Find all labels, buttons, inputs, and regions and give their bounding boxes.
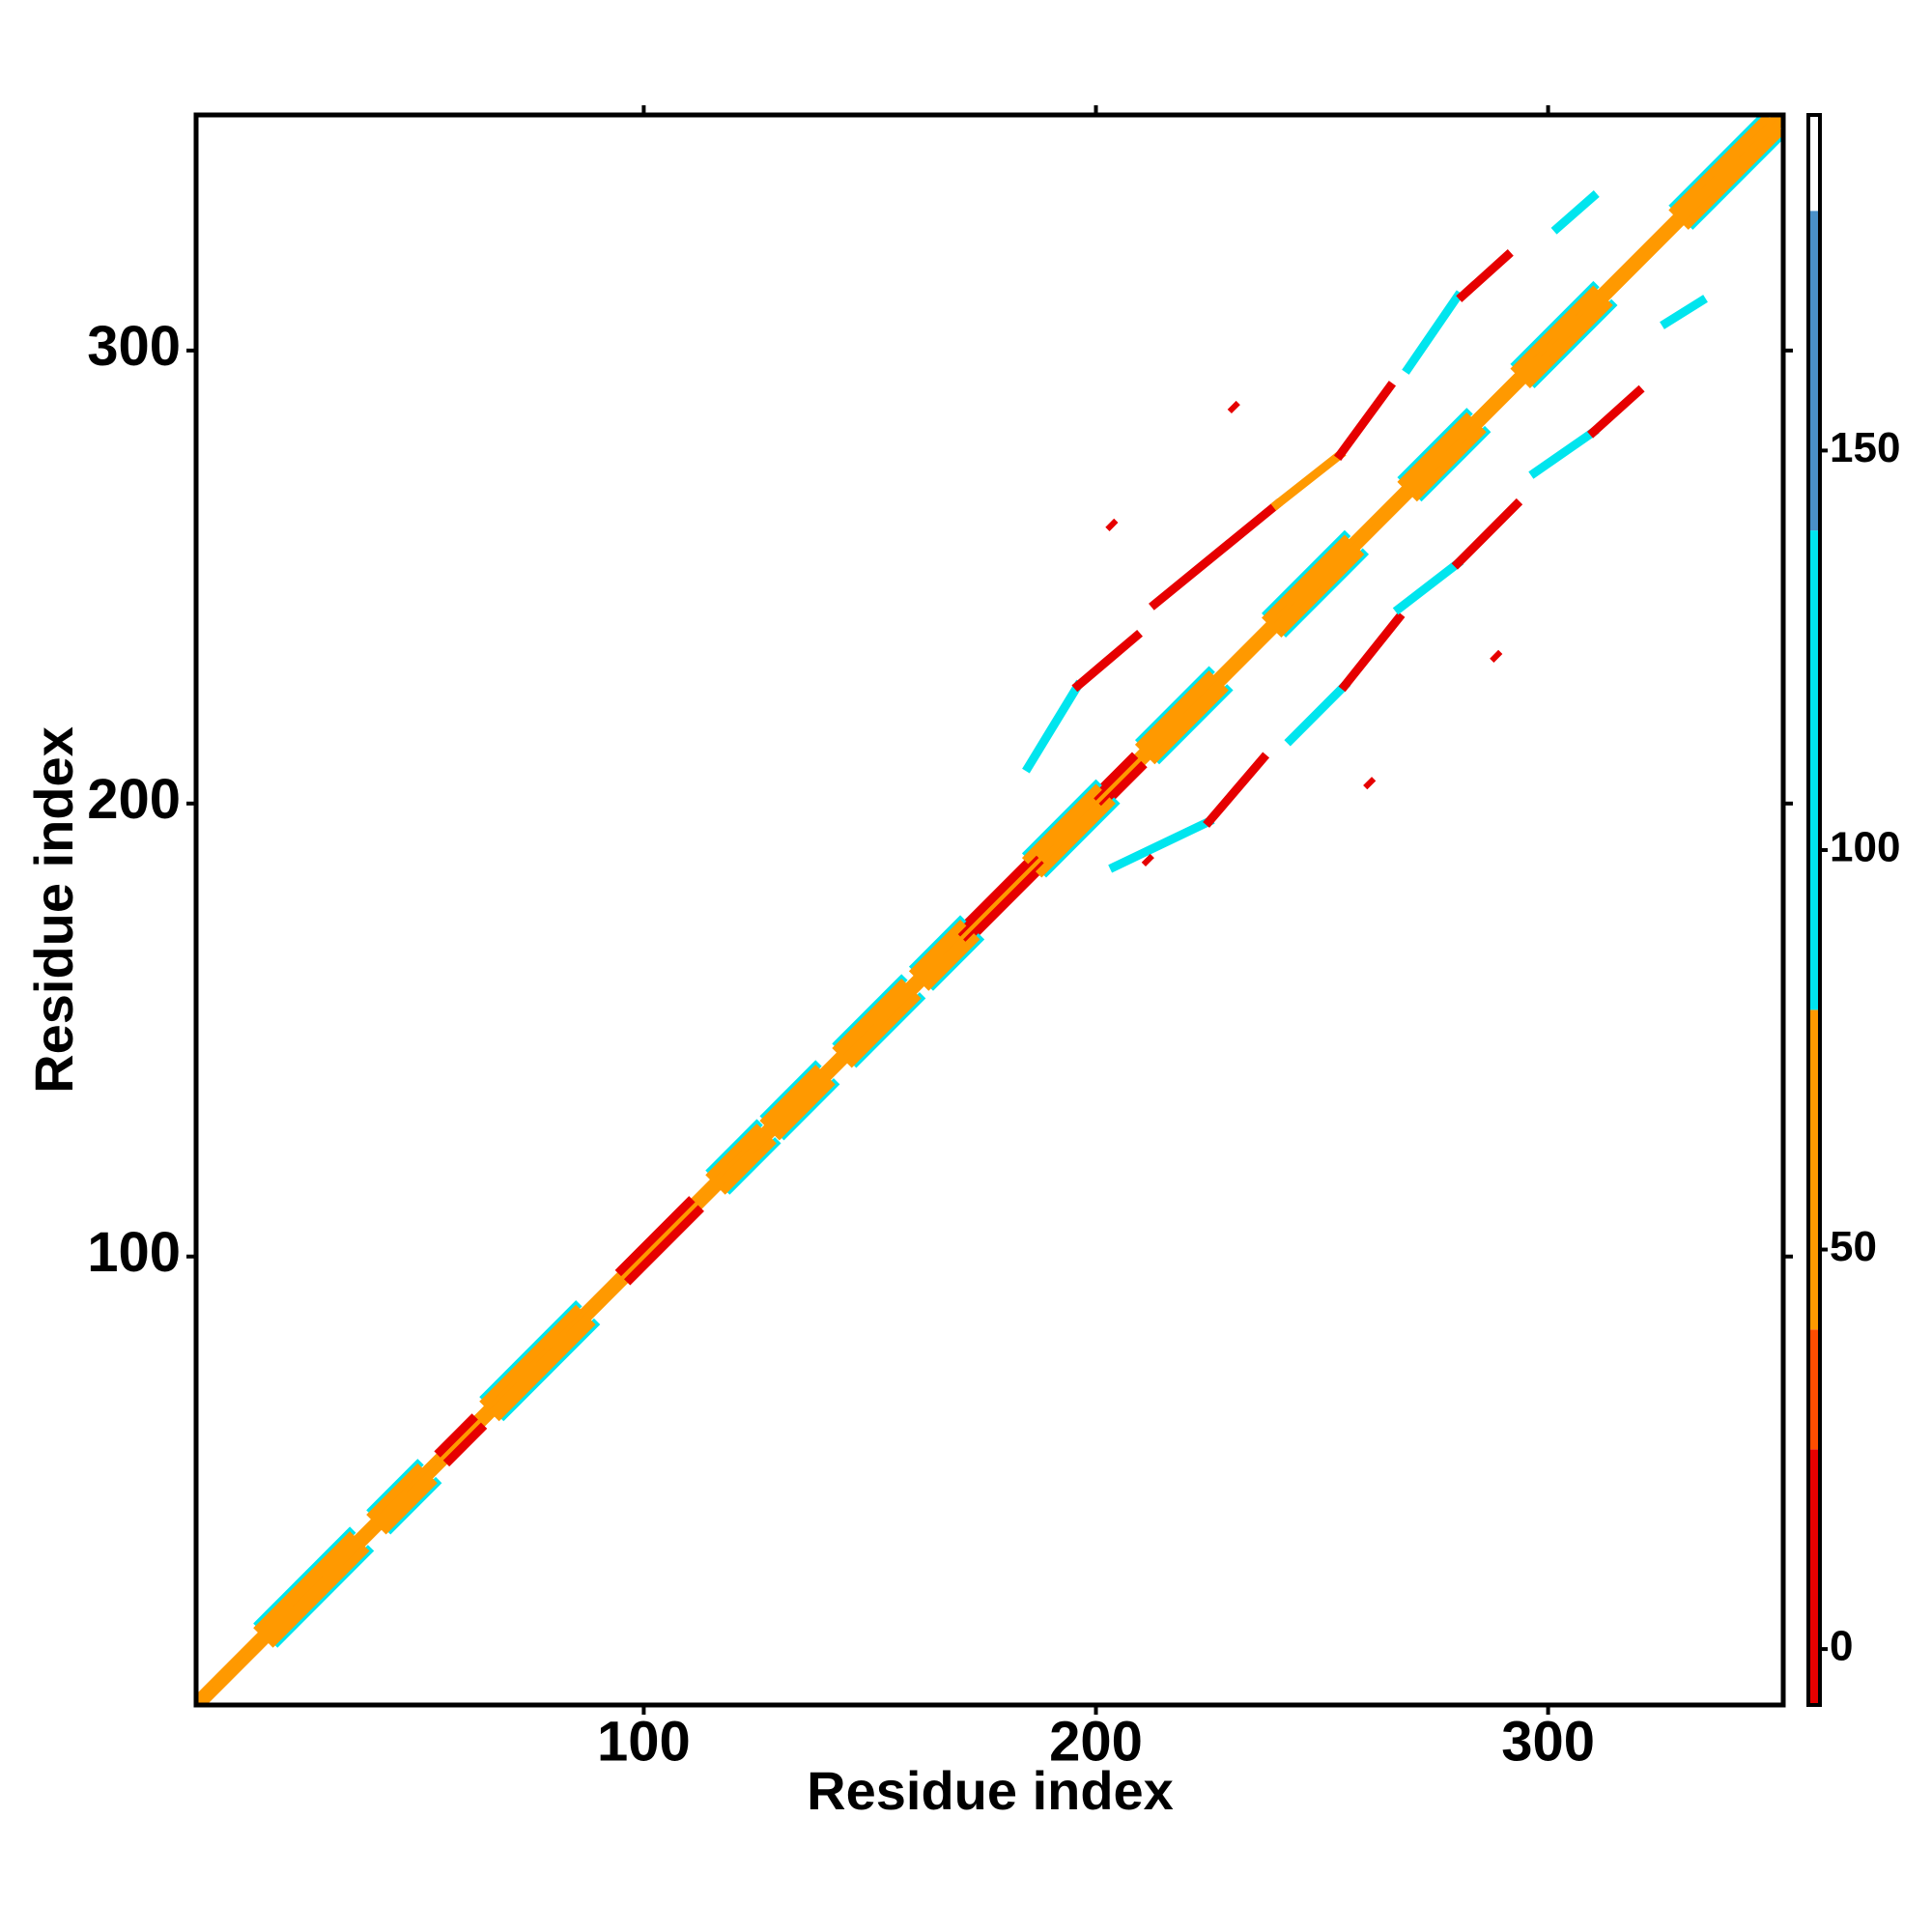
contact-segment [1587,384,1645,439]
contact-cell [1490,649,1503,663]
contact-cell [1363,777,1377,790]
contact-segment [253,1531,356,1634]
contact-segment [1392,556,1464,615]
contact-segment [1071,629,1143,693]
colorbar-tick-label: 50 [1830,1223,1877,1270]
contact-segment [1333,381,1397,461]
contact-cell [1105,518,1119,531]
contact-segment [953,851,1039,937]
contact-segment [1275,548,1365,638]
contact-segment [1510,285,1600,375]
y-tick-label: 200 [87,768,181,831]
contact-segment [705,1123,763,1181]
colorbar-tick-label: 150 [1830,424,1900,471]
contact-segment [434,1413,478,1458]
heatmap-cells [196,115,1783,1705]
y-axis-title: Residue index [23,726,84,1094]
contact-segment [1021,783,1102,865]
colorbar-bin [1808,211,1820,531]
contact-segment [1108,815,1215,873]
contact-segment [366,1463,424,1521]
contact-segment [1451,497,1523,570]
contact-segment [773,1078,836,1141]
contact-segment [1035,797,1116,878]
contact-segment [1090,752,1139,801]
colorbar-bin [1808,115,1820,212]
contact-segment [1397,412,1473,489]
plot-frame [193,112,1786,1708]
contact-cell [1141,853,1154,867]
contact-segment [1148,684,1229,765]
contact-segment [1098,760,1148,810]
x-tick-label: 300 [1501,1710,1595,1773]
contact-segment [1022,679,1084,774]
contact-segment [493,1318,596,1422]
contact-segment [1456,249,1514,302]
contact-segment [845,992,922,1068]
colorbar-bin [1808,1329,1820,1450]
y-tick-label: 300 [87,315,181,378]
contact-segment [832,979,908,1055]
contact-segment [759,1065,822,1127]
colorbar-bin [1808,530,1820,1010]
contact-segment [380,1476,438,1535]
contact-segment [614,1196,696,1277]
contact-segment [1134,670,1215,752]
contact-segment [1550,190,1600,235]
contact-segment [963,861,1048,946]
contact-segment [922,933,980,991]
colorbar-tick-label: 0 [1830,1623,1853,1670]
contact-segment [719,1137,777,1195]
contact-segment [1338,611,1406,693]
contact-segment [1270,448,1347,511]
contact-segment [1668,115,1772,216]
contact-segment [1660,295,1708,329]
contact-segment [624,1205,704,1286]
contact-segment [1262,534,1351,624]
contact-segment [1149,497,1284,611]
contact-segment [1284,679,1351,747]
contact-segment [1402,290,1464,375]
x-tick-label: 100 [597,1710,691,1773]
contact-segment [908,920,967,978]
contact-segment [442,1422,488,1467]
contact-cell [1227,400,1240,414]
contact-segment [1410,425,1487,502]
colorbar-tick-label: 100 [1830,824,1900,871]
colorbar-bin [1808,1009,1820,1330]
contact-segment [1523,298,1613,389]
contact-segment [1682,127,1783,230]
contact-segment [479,1304,582,1408]
y-tick-label: 100 [87,1221,181,1284]
x-axis-title: Residue index [807,1760,1174,1821]
x-tick-label: 200 [1049,1710,1143,1773]
colorbar-bin [1808,1449,1820,1705]
contact-segment [1203,752,1270,828]
contact-segment [1528,425,1600,479]
colorbar-frame [1806,113,1822,1707]
contact-segment [267,1545,370,1648]
